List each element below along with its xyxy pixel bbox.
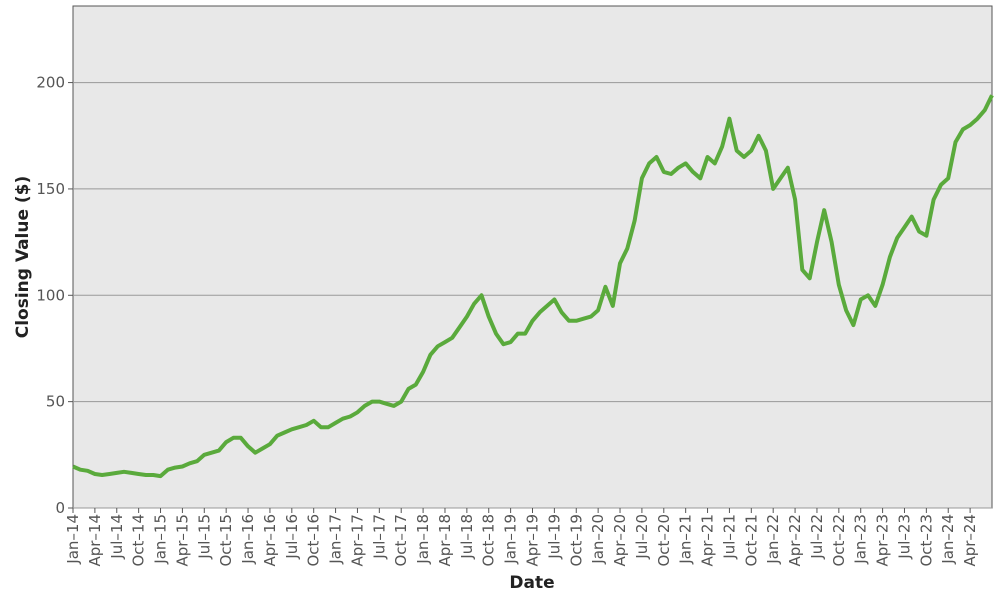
x-tick-label: Jan–22 [764, 514, 782, 565]
x-tick-label: Oct–20 [655, 514, 673, 567]
x-tick-label: Oct–21 [742, 514, 760, 567]
x-tick-label: Apr–17 [348, 514, 366, 567]
x-tick-label: Jul–17 [370, 514, 388, 560]
x-tick-label: Jul–15 [195, 514, 213, 560]
x-tick-label: Apr–15 [173, 514, 191, 567]
x-tick-label: Oct–15 [217, 514, 235, 567]
y-tick-label: 150 [36, 180, 65, 198]
x-tick-label: Jul–22 [808, 514, 826, 560]
x-tick-label: Jan–23 [852, 514, 870, 565]
y-axis-title: Closing Value ($) [13, 176, 33, 339]
x-tick-label: Jan–20 [589, 514, 607, 565]
x-tick-label: Jul–18 [458, 514, 476, 560]
data-line [72, 94, 994, 479]
x-tick-label: Oct–23 [917, 514, 935, 567]
x-tick-label: Oct–22 [830, 514, 848, 567]
x-tick-label: Apr–20 [611, 514, 629, 567]
x-tick-label: Jul–21 [720, 514, 738, 560]
x-tick-label: Jul–20 [633, 514, 651, 560]
x-tick-label: Oct–18 [480, 514, 498, 567]
x-tick-label: Jan–16 [239, 514, 257, 565]
x-tick-label: Apr–18 [436, 514, 454, 567]
x-tick-label: Apr–24 [961, 514, 979, 567]
x-axis-title: Date [509, 573, 554, 593]
x-tick-label: Oct–17 [392, 514, 410, 567]
x-tick-label: Apr–19 [524, 514, 542, 567]
y-tick-label: 100 [36, 286, 65, 304]
plot-area [72, 5, 993, 509]
x-tick-label: Apr–23 [874, 514, 892, 567]
y-tick-label: 50 [46, 393, 65, 411]
x-tick-label: Oct–14 [130, 514, 148, 567]
x-tick-label: Jan–15 [152, 514, 170, 565]
x-tick-label: Oct–19 [567, 514, 585, 567]
x-tick-label: Jul–16 [283, 514, 301, 560]
x-tick-label: Jan–19 [502, 514, 520, 565]
x-tick-label: Jan–21 [677, 514, 695, 565]
y-tick-label: 200 [36, 74, 65, 92]
x-tick-label: Apr–16 [261, 514, 279, 567]
x-tick-label: Jan–17 [327, 514, 345, 565]
y-tick-label: 0 [55, 499, 65, 517]
x-tick-label: Jul–23 [895, 514, 913, 560]
x-tick-label: Apr–21 [699, 514, 717, 567]
x-tick-label: Jan–18 [414, 514, 432, 565]
x-tick-label: Jan–24 [939, 514, 957, 565]
x-tick-label: Apr–22 [786, 514, 804, 567]
x-tick-label: Oct–16 [305, 514, 323, 567]
x-tick-label: Apr–14 [86, 514, 104, 567]
x-tick-label: Jul–19 [545, 514, 563, 560]
x-tick-label: Jul–14 [108, 514, 126, 560]
x-tick-label: Jan–14 [64, 514, 82, 565]
